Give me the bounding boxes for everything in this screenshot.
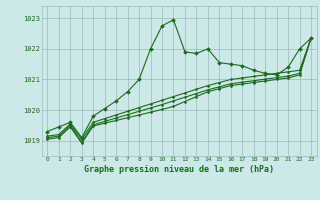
- X-axis label: Graphe pression niveau de la mer (hPa): Graphe pression niveau de la mer (hPa): [84, 165, 274, 174]
